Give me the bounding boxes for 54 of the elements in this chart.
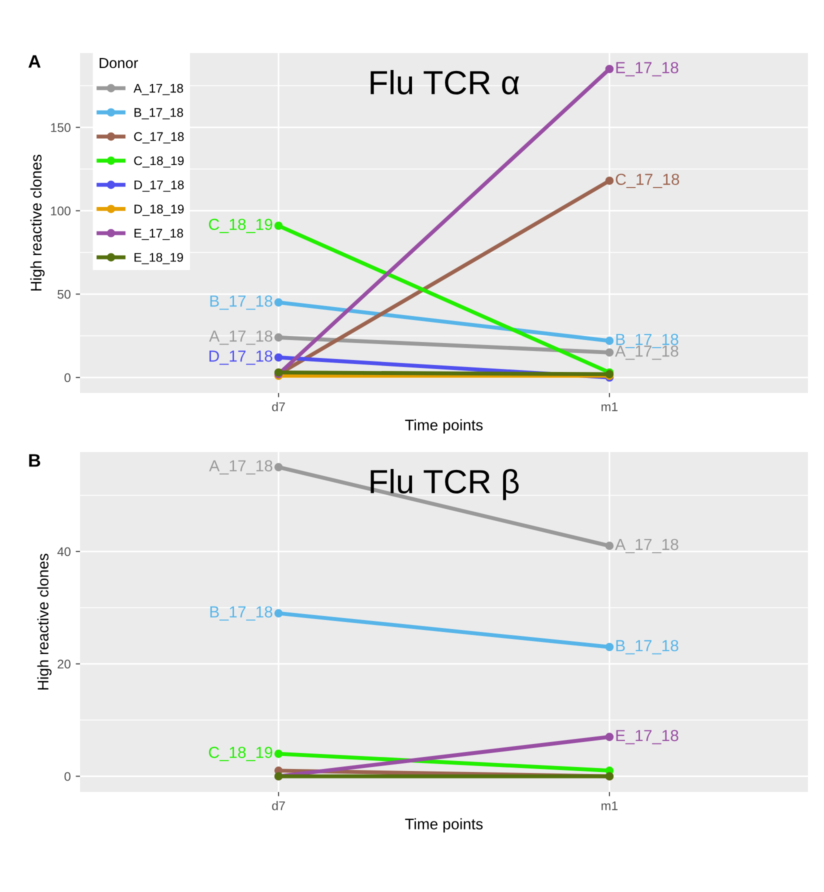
point [274, 353, 283, 362]
point [274, 609, 283, 618]
legend-label: B_17_18 [134, 108, 184, 120]
point [274, 750, 283, 758]
text: A_17_18 [209, 330, 272, 345]
y-tick-label: 0 [64, 772, 70, 781]
point [274, 463, 283, 472]
chart-title: Flu TCR α [370, 70, 520, 94]
y-tick-label: 40 [57, 547, 70, 556]
legend-label: E_18_19 [134, 252, 183, 264]
y-axis-title: High reactive clones [30, 154, 45, 291]
legend-label: C_17_18 [134, 132, 184, 144]
point [274, 298, 283, 307]
x-tick-label: d7 [272, 801, 285, 810]
point [605, 336, 614, 345]
point [605, 542, 614, 550]
text: C_17_18 [616, 174, 680, 188]
text: D_17_18 [209, 350, 272, 365]
point [605, 176, 614, 185]
x-tick-label: d7 [272, 402, 285, 412]
legend-title: Donor [100, 58, 138, 68]
point [605, 64, 614, 74]
series-label: E_17_18 [616, 730, 678, 744]
series-label: B_17_18 [210, 606, 272, 621]
point [274, 222, 283, 230]
chart-title: Flu TCR β [370, 469, 519, 500]
legend-label: D_17_18 [134, 180, 184, 192]
text: B_17_18 [616, 640, 678, 654]
x-tick-label: m1 [602, 402, 618, 412]
y-axis-title: High reactive clones [37, 554, 52, 690]
y-tick-label: 150 [51, 123, 70, 132]
point [605, 348, 614, 357]
point [605, 642, 614, 652]
y-tick-label: 50 [58, 290, 70, 299]
text: B_17_18 [210, 295, 272, 310]
x-tick-label: m1 [602, 801, 618, 810]
y-tick-label: 0 [64, 373, 70, 382]
text: B [29, 454, 40, 467]
x-axis-title: Time points [405, 818, 483, 832]
text: A_17_18 [209, 460, 272, 474]
legend-label: C_18_19 [134, 156, 184, 168]
series-label: A_17_18 [615, 538, 678, 554]
x-axis-title: Time points [405, 419, 483, 434]
series-label: C_18_19 [208, 746, 272, 762]
text: C_18_19 [208, 218, 272, 234]
point [274, 333, 283, 342]
text: A [28, 55, 41, 68]
point [605, 732, 614, 742]
legend-label: D_18_19 [134, 204, 184, 216]
text: E_17_18 [616, 62, 678, 76]
legend-label: A_17_18 [134, 84, 184, 96]
legend-label: E_17_18 [134, 228, 184, 240]
y-tick-label: 20 [58, 660, 70, 669]
y-tick-label: 100 [51, 206, 70, 216]
